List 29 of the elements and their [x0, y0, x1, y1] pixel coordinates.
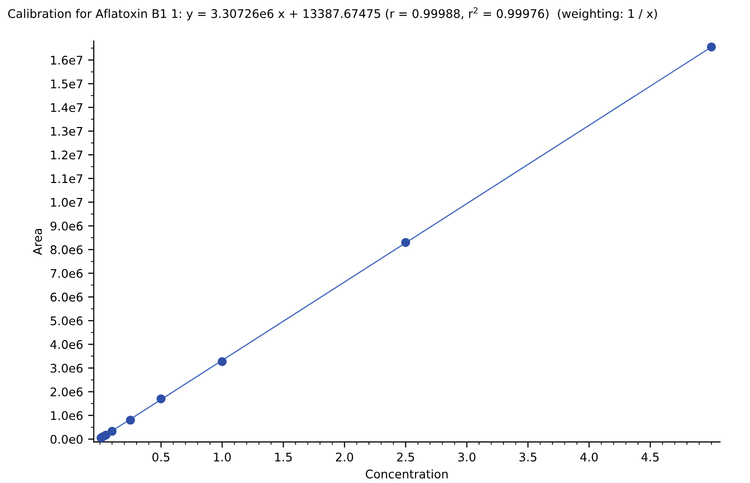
y-tick-label: 1.0e7 — [51, 198, 82, 207]
x-tick-label: 1.0 — [214, 452, 231, 462]
y-tick-label: 3.0e6 — [50, 364, 83, 373]
y-tick-label: 1.0e6 — [51, 411, 83, 420]
y-tick-label: 5.0e6 — [50, 316, 83, 326]
y-axis-title: Area — [33, 228, 42, 255]
y-tick-label: 2.0e6 — [50, 387, 83, 396]
y-tick-label: 1.6e7 — [51, 56, 82, 65]
y-tick-label: 4.0e6 — [50, 340, 83, 349]
x-tick-label: 2.5 — [397, 452, 414, 462]
y-tick-label: 1.1e7 — [51, 174, 82, 184]
y-tick-label: 1.5e7 — [51, 80, 82, 88]
x-tick-label: 1.5 — [275, 452, 292, 462]
x-tick-label: 0.5 — [152, 452, 170, 462]
chart-title: Calibration for Aflatoxin B1 1: y = 3.30726e6 x + 13387.67475 (r = 0.99988, r$^{2}$ = 0.99976) (weighting: 1 / x) — [8, 7, 657, 20]
y-tick-label: 6.0e6 — [50, 292, 83, 302]
y-tick-label: 7.0e6 — [50, 268, 83, 278]
x-tick-label: 3.0 — [458, 452, 476, 462]
y-tick-label: 1.3e7 — [51, 126, 82, 136]
y-tick-label: 9.0e6 — [50, 222, 83, 231]
x-tick-label: 3.5 — [519, 452, 536, 462]
x-tick-label: 4.5 — [641, 452, 659, 462]
x-tick-label: 2.0 — [336, 452, 354, 462]
x-tick-label: 4.0 — [580, 452, 598, 462]
y-tick-label: 8.0e6 — [50, 245, 83, 254]
y-tick-label: 1.2e7 — [51, 150, 82, 160]
y-tick-label: 1.4e7 — [51, 103, 82, 112]
y-tick-label: 0.0e0 — [50, 434, 83, 444]
x-axis-title: Concentration — [366, 469, 448, 478]
